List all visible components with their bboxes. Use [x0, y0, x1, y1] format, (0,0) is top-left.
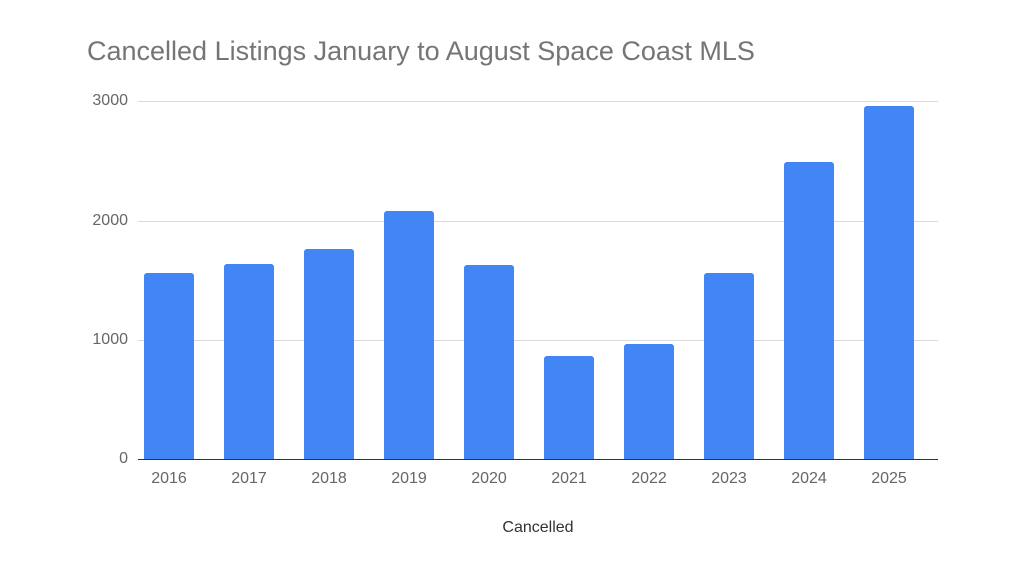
- bar: [624, 343, 674, 459]
- x-tick-label: 2017: [231, 470, 267, 487]
- gridline: [138, 221, 938, 222]
- bar: [144, 272, 194, 459]
- bar: [384, 210, 434, 459]
- gridline: [138, 101, 938, 102]
- bar: [864, 105, 914, 459]
- x-tick-label: 2019: [391, 470, 427, 487]
- x-axis-title: Cancelled: [502, 519, 574, 536]
- x-tick-label: 2021: [551, 470, 587, 487]
- bar: [224, 263, 274, 459]
- gridline: [138, 340, 938, 341]
- bar: [464, 265, 514, 459]
- x-tick-label: 2023: [711, 470, 747, 487]
- x-tick-label: 2022: [631, 470, 667, 487]
- x-tick-label: 2020: [471, 470, 507, 487]
- y-tick-label: 1000: [92, 331, 128, 348]
- x-tick-label: 2016: [151, 470, 187, 487]
- y-tick-label: 3000: [92, 92, 128, 109]
- bar: [304, 248, 354, 459]
- x-tick-label: 2024: [791, 470, 827, 487]
- bar: [704, 272, 754, 459]
- x-tick-label: 2025: [871, 470, 907, 487]
- y-tick-label: 0: [119, 450, 128, 467]
- y-tick-label: 2000: [92, 212, 128, 229]
- chart-title: Cancelled Listings January to August Spa…: [87, 36, 755, 66]
- x-tick-label: 2018: [311, 470, 347, 487]
- x-axis-baseline: [138, 459, 938, 460]
- bar: [544, 355, 594, 459]
- bar: [784, 161, 834, 459]
- plot-area: [138, 101, 938, 460]
